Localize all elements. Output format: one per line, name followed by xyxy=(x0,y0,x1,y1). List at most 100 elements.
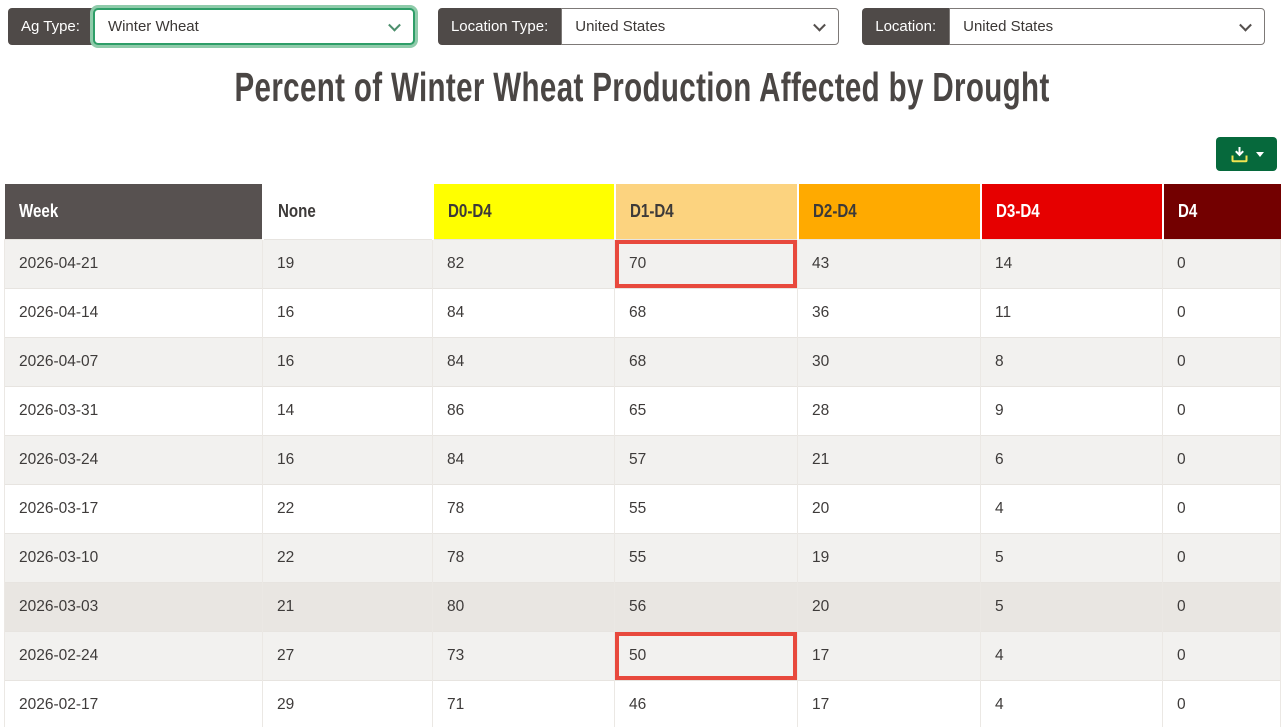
cell-d4: 0 xyxy=(1162,238,1281,288)
cell-none: 21 xyxy=(262,581,433,631)
cell-d1: 68 xyxy=(614,287,798,337)
column-header-label: D1-D4 xyxy=(629,200,674,221)
filter-bar: Ag Type: Winter Wheat Location Type: Uni… xyxy=(0,0,1284,45)
table-row: 2026-03-10 22 78 55 19 5 0 xyxy=(4,532,1281,582)
cell-none: 22 xyxy=(262,483,433,533)
cell-d3: 11 xyxy=(980,287,1163,337)
table-header-row: Week None D0-D4 D1-D4 D2-D4 D3-D4 D4 xyxy=(4,184,1281,239)
location-type-label: Location Type: xyxy=(437,8,562,45)
cell-d3: 4 xyxy=(980,679,1163,727)
cell-week: 2026-04-21 xyxy=(4,238,263,288)
cell-d0: 71 xyxy=(432,679,615,727)
cell-d0: 84 xyxy=(432,287,615,337)
cell-d1: 55 xyxy=(614,483,798,533)
cell-none: 16 xyxy=(262,434,433,484)
cell-d3: 4 xyxy=(980,483,1163,533)
cell-d1: 65 xyxy=(614,385,798,435)
cell-none: 16 xyxy=(262,287,433,337)
cell-none: 14 xyxy=(262,385,433,435)
cell-d1: 57 xyxy=(614,434,798,484)
column-header-label: D3-D4 xyxy=(995,200,1040,221)
chevron-down-icon xyxy=(1239,18,1252,32)
table-row: 2026-04-21 19 82 70 43 14 0 xyxy=(4,238,1281,288)
cell-none: 22 xyxy=(262,532,433,582)
column-header-label: D2-D4 xyxy=(812,200,857,221)
cell-d3: 9 xyxy=(980,385,1163,435)
column-header-d3[interactable]: D3-D4 xyxy=(980,184,1164,239)
cell-d0: 82 xyxy=(432,238,615,288)
column-header-d2[interactable]: D2-D4 xyxy=(797,184,982,239)
cell-d1: 50 xyxy=(614,630,798,680)
table-row: 2026-02-17 29 71 46 17 4 0 xyxy=(4,679,1281,727)
column-header-d4[interactable]: D4 xyxy=(1162,184,1281,239)
location-type-selected-value: United States xyxy=(575,18,666,35)
chevron-down-icon xyxy=(813,18,827,32)
cell-d1: 70 xyxy=(614,238,798,288)
cell-d4: 0 xyxy=(1162,385,1281,435)
cell-d4: 0 xyxy=(1162,532,1281,582)
cell-d3: 4 xyxy=(980,630,1163,680)
cell-d3: 5 xyxy=(980,532,1163,582)
cell-week: 2026-03-31 xyxy=(4,385,263,435)
cell-week: 2026-04-14 xyxy=(4,287,263,337)
column-header-label: Week xyxy=(18,200,58,221)
cell-d1: 46 xyxy=(614,679,798,727)
cell-d0: 80 xyxy=(432,581,615,631)
download-icon xyxy=(1231,146,1247,162)
cell-week: 2026-03-03 xyxy=(4,581,263,631)
cell-d1: 55 xyxy=(614,532,798,582)
page-title: Percent of Winter Wheat Production Affec… xyxy=(234,64,1050,110)
ag-type-control: Ag Type: Winter Wheat xyxy=(8,8,415,45)
location-control: Location: United States xyxy=(862,8,1266,45)
column-header-label: D4 xyxy=(1177,200,1197,221)
cell-none: 29 xyxy=(262,679,433,727)
cell-d4: 0 xyxy=(1162,336,1281,386)
table-row: 2026-03-31 14 86 65 28 9 0 xyxy=(4,385,1281,435)
cell-d2: 21 xyxy=(797,434,981,484)
table-row: 2026-03-03 21 80 56 20 5 0 xyxy=(4,581,1281,631)
download-button[interactable] xyxy=(1216,137,1277,171)
cell-d4: 0 xyxy=(1162,434,1281,484)
cell-d0: 78 xyxy=(432,483,615,533)
cell-d2: 30 xyxy=(797,336,981,386)
location-type-select[interactable]: United States xyxy=(561,8,840,45)
location-selected-value: United States xyxy=(963,18,1054,35)
column-header-label: D0-D4 xyxy=(447,200,492,221)
location-label: Location: xyxy=(862,8,950,45)
cell-week: 2026-03-24 xyxy=(4,434,263,484)
location-select[interactable]: United States xyxy=(949,8,1266,45)
cell-week: 2026-04-07 xyxy=(4,336,263,386)
cell-week: 2026-03-10 xyxy=(4,532,263,582)
cell-none: 19 xyxy=(262,238,433,288)
column-header-none[interactable]: None xyxy=(262,184,434,239)
column-header-d1[interactable]: D1-D4 xyxy=(614,184,799,239)
cell-d0: 84 xyxy=(432,336,615,386)
column-header-week[interactable]: Week xyxy=(4,184,264,239)
cell-d3: 8 xyxy=(980,336,1163,386)
location-type-control: Location Type: United States xyxy=(437,8,840,45)
cell-d2: 28 xyxy=(797,385,981,435)
cell-d2: 20 xyxy=(797,581,981,631)
cell-d4: 0 xyxy=(1162,483,1281,533)
chevron-down-icon xyxy=(388,18,401,32)
ag-type-label: Ag Type: xyxy=(8,8,93,45)
ag-type-select[interactable]: Winter Wheat xyxy=(92,8,415,45)
cell-d2: 17 xyxy=(797,630,981,680)
ag-type-selected-value: Winter Wheat xyxy=(107,18,199,35)
table-row: 2026-04-07 16 84 68 30 8 0 xyxy=(4,336,1281,386)
cell-week: 2026-02-17 xyxy=(4,679,263,727)
cell-d3: 6 xyxy=(980,434,1163,484)
cell-d0: 73 xyxy=(432,630,615,680)
column-header-d0[interactable]: D0-D4 xyxy=(432,184,616,239)
cell-week: 2026-03-17 xyxy=(4,483,263,533)
cell-week: 2026-02-24 xyxy=(4,630,263,680)
cell-d2: 20 xyxy=(797,483,981,533)
cell-none: 16 xyxy=(262,336,433,386)
cell-none: 27 xyxy=(262,630,433,680)
cell-d1: 68 xyxy=(614,336,798,386)
cell-d4: 0 xyxy=(1162,679,1281,727)
cell-d2: 19 xyxy=(797,532,981,582)
table-toolbar xyxy=(0,137,1284,171)
table-row: 2026-03-17 22 78 55 20 4 0 xyxy=(4,483,1281,533)
cell-d0: 86 xyxy=(432,385,615,435)
